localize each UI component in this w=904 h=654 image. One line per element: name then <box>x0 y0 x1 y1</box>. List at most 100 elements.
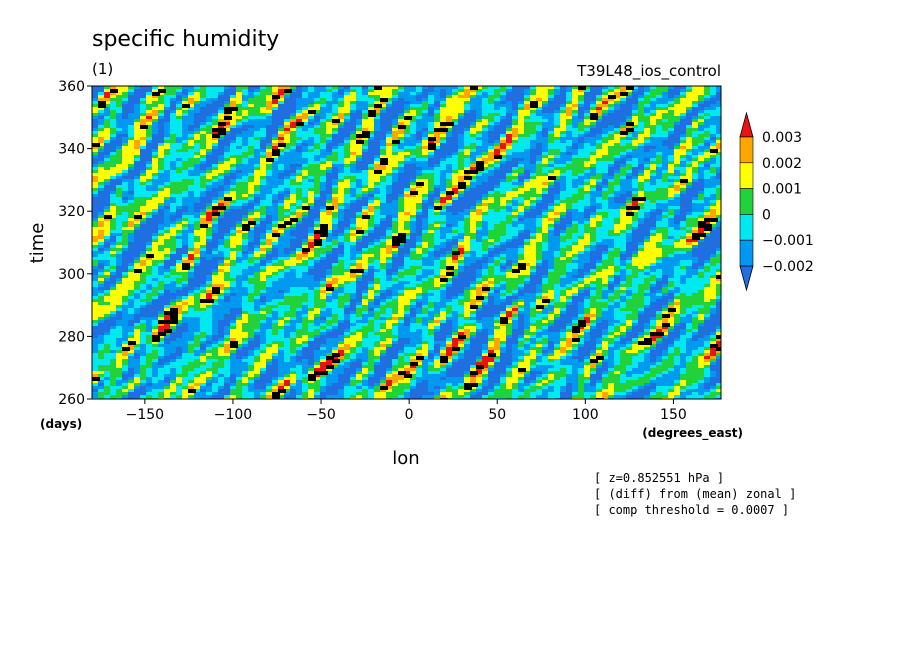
field-cell <box>380 137 387 141</box>
field-cell <box>596 92 603 96</box>
field-cell <box>566 200 573 204</box>
field-cell <box>404 167 411 171</box>
field-cell <box>140 116 147 120</box>
field-cell <box>272 140 279 144</box>
field-cell <box>572 152 579 156</box>
field-cell <box>170 227 177 231</box>
field-cell <box>332 122 339 126</box>
field-cell <box>530 224 537 228</box>
field-cell <box>236 104 243 108</box>
field-cell <box>560 131 567 135</box>
field-cell <box>308 131 315 135</box>
field-cell <box>110 119 117 123</box>
field-cell <box>572 194 579 198</box>
field-cell <box>590 134 597 138</box>
field-cell <box>122 215 129 219</box>
field-cell <box>572 179 579 183</box>
field-cell <box>422 197 429 201</box>
field-cell <box>248 170 255 174</box>
field-cell <box>170 92 177 96</box>
field-cell <box>560 98 567 102</box>
field-cell <box>248 161 255 165</box>
field-cell <box>272 224 279 228</box>
field-cell <box>662 134 669 138</box>
field-cell <box>476 92 483 96</box>
field-cell <box>338 116 345 120</box>
field-cell <box>470 224 477 228</box>
field-cell <box>308 143 315 147</box>
field-cell <box>134 197 141 201</box>
field-cell <box>386 194 393 198</box>
field-cell <box>350 149 357 153</box>
field-cell <box>140 149 147 153</box>
field-cell <box>572 134 579 138</box>
field-cell <box>344 182 351 186</box>
field-cell <box>692 155 699 159</box>
field-cell <box>464 209 471 213</box>
field-cell <box>92 182 99 186</box>
field-cell <box>518 107 525 111</box>
field-cell <box>122 191 129 195</box>
field-cell <box>542 116 549 120</box>
field-cell <box>470 188 477 192</box>
field-cell <box>356 167 363 171</box>
field-cell <box>380 191 387 195</box>
field-cell <box>248 137 255 141</box>
field-cell <box>320 155 327 159</box>
field-cell <box>344 107 351 111</box>
field-cell <box>620 155 627 159</box>
field-cell <box>404 89 411 93</box>
field-cell <box>590 146 597 150</box>
field-cell <box>488 224 495 228</box>
field-cell <box>140 194 147 198</box>
field-cell <box>470 128 477 132</box>
field-cell <box>338 155 345 159</box>
field-cell <box>302 125 309 129</box>
field-cell <box>146 215 153 219</box>
field-cell <box>230 227 237 231</box>
field-cell <box>632 176 639 180</box>
field-cell <box>662 221 669 225</box>
field-cell <box>152 179 159 183</box>
field-cell <box>308 182 315 186</box>
field-cell <box>278 152 285 156</box>
field-cell <box>224 146 231 150</box>
field-cell <box>578 206 585 210</box>
field-cell <box>104 194 111 198</box>
field-cell <box>536 146 543 150</box>
field-cell <box>668 131 675 135</box>
field-cell <box>134 134 141 138</box>
field-cell <box>350 209 357 213</box>
field-cell <box>518 218 525 222</box>
field-cell <box>416 218 423 222</box>
field-cell <box>644 131 651 135</box>
field-cell <box>614 131 621 135</box>
field-cell <box>230 200 237 204</box>
field-cell <box>452 95 459 99</box>
field-cell <box>656 122 663 126</box>
field-cell <box>368 92 375 96</box>
field-cell <box>458 149 465 153</box>
field-cell <box>638 104 645 108</box>
field-cell <box>314 125 321 129</box>
field-cell <box>602 146 609 150</box>
field-cell <box>254 221 261 225</box>
field-cell <box>380 86 387 90</box>
field-cell <box>350 170 357 174</box>
field-cell <box>116 146 123 150</box>
field-cell <box>620 218 627 222</box>
field-cell <box>290 143 297 147</box>
field-cell <box>488 143 495 147</box>
field-cell <box>140 224 147 228</box>
field-cell <box>506 107 513 111</box>
field-cell <box>338 95 345 99</box>
field-cell <box>560 161 567 165</box>
field-cell <box>314 131 321 135</box>
field-cell <box>572 200 579 204</box>
field-cell <box>236 194 243 198</box>
field-cell <box>704 104 711 108</box>
field-cell <box>650 194 657 198</box>
field-cell <box>560 176 567 180</box>
field-cell <box>494 194 501 198</box>
field-cell <box>260 143 267 147</box>
